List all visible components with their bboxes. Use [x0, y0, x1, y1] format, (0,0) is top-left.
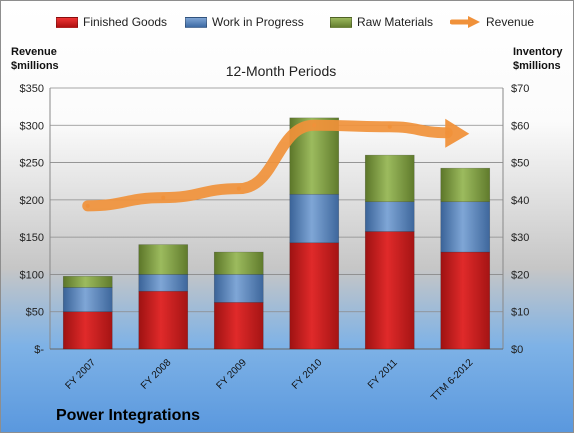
bar-finished-goods — [213, 302, 264, 350]
revenue-point — [387, 124, 392, 129]
left-axis-title-line-1: Revenue — [11, 46, 57, 58]
x-tick-label: FY 2009 — [214, 357, 249, 392]
legend-swatch-raw-materials — [330, 16, 352, 28]
legend-swatch-work-in-progress — [185, 16, 207, 28]
bar-finished-goods — [62, 311, 113, 350]
bar-work-in-progress — [213, 274, 264, 303]
left-tick-label: $50 — [26, 307, 44, 319]
revenue-point — [312, 123, 317, 128]
right-tick-label: $60 — [511, 120, 529, 132]
chart-title: 12-Month Periods — [225, 63, 337, 79]
right-axis-title: Inventory $millions — [513, 45, 563, 73]
legend-arrow-revenue — [450, 16, 480, 28]
legend-label-work-in-progress: Work in Progress — [212, 15, 304, 29]
bar-raw-materials — [213, 251, 264, 275]
legend-label-finished-goods: Finished Goods — [83, 15, 168, 29]
left-axis-title-line-2: $millions — [11, 60, 59, 72]
bar-finished-goods — [138, 290, 189, 350]
revenue-arrowhead — [445, 118, 470, 148]
x-tick-label: FY 2007 — [63, 357, 98, 392]
revenue-point — [85, 203, 90, 208]
bar-work-in-progress — [138, 274, 189, 292]
x-tick-label: FY 2011 — [366, 357, 400, 391]
bar-finished-goods — [440, 251, 491, 350]
left-tick-label: $300 — [20, 120, 44, 132]
left-tick-label: $350 — [20, 83, 44, 95]
x-tick-label: FY 2008 — [139, 357, 174, 392]
left-tick-label: $- — [34, 344, 44, 356]
right-tick-label: $50 — [511, 158, 529, 170]
x-tick-label: FY 2010 — [290, 357, 325, 392]
bar-raw-materials — [62, 275, 113, 288]
left-tick-label: $200 — [20, 195, 44, 207]
bar-raw-materials — [138, 244, 189, 275]
right-tick-label: $30 — [511, 232, 529, 244]
legend-work-in-progress: Work in Progress — [185, 15, 304, 29]
bar-work-in-progress — [440, 201, 491, 253]
revenue-point — [445, 130, 450, 135]
right-tick-label: $70 — [511, 83, 529, 95]
revenue-point — [161, 195, 166, 200]
legend-label-raw-materials: Raw Materials — [357, 15, 434, 29]
legend-revenue: Revenue — [450, 15, 534, 29]
revenue-point — [236, 186, 241, 191]
right-tick-label: $0 — [511, 344, 523, 356]
bar-work-in-progress — [364, 201, 415, 232]
left-tick-label: $150 — [20, 232, 44, 244]
right-tick-label: $20 — [511, 269, 529, 281]
bar-finished-goods — [364, 231, 415, 350]
bar-raw-materials — [440, 167, 491, 203]
bar-work-in-progress — [62, 287, 113, 313]
right-axis-title-line-2: $millions — [513, 60, 561, 72]
legend-swatch-finished-goods — [56, 16, 78, 28]
right-tick-label: $10 — [511, 307, 529, 319]
legend-label-revenue: Revenue — [486, 15, 535, 29]
left-axis-title: Revenue $millions — [11, 45, 59, 73]
bar-raw-materials — [364, 154, 415, 203]
bar-finished-goods — [289, 242, 340, 350]
legend-finished-goods: Finished Goods — [56, 15, 167, 29]
right-tick-label: $40 — [511, 195, 529, 207]
bar-work-in-progress — [289, 193, 340, 244]
legend-raw-materials: Raw Materials — [330, 15, 433, 29]
left-tick-label: $100 — [20, 269, 44, 281]
left-tick-label: $250 — [20, 158, 44, 170]
company-name: Power Integrations — [56, 407, 201, 424]
x-tick-label: TTM 6-2012 — [429, 357, 476, 404]
right-axis-title-line-1: Inventory — [513, 46, 563, 58]
